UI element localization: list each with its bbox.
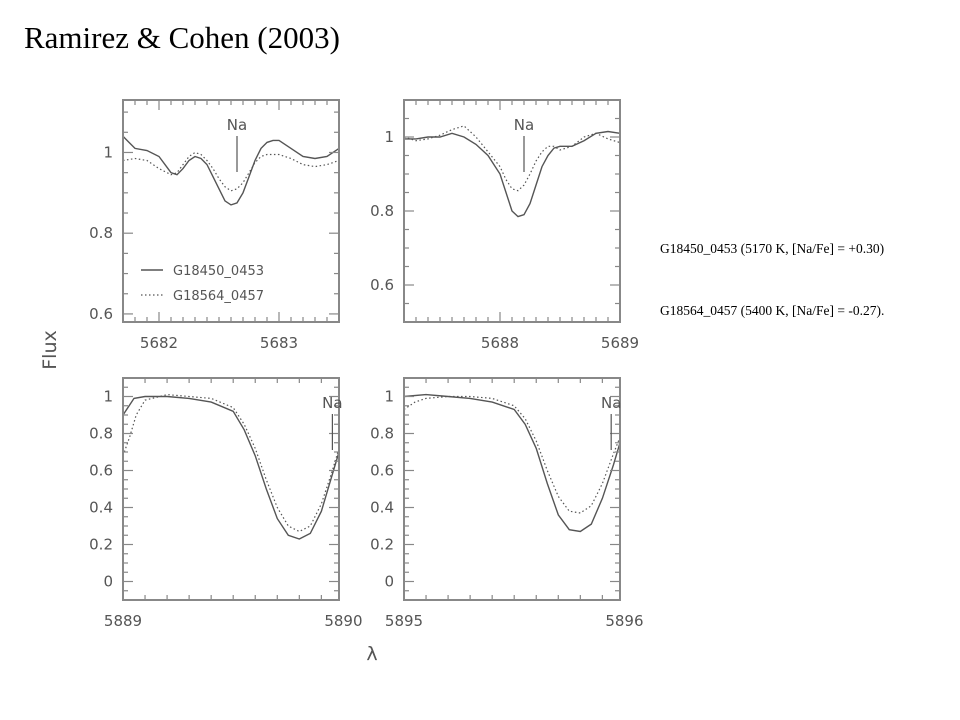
panels-layer: 5682 56830.60.81NaG18450_0453G18564_04575…	[89, 99, 644, 630]
x-tick-label: 5688	[481, 334, 519, 352]
y-tick-label: 0.4	[89, 499, 113, 517]
series-line-solid	[123, 395, 339, 540]
na-marker-label: Na	[322, 394, 342, 412]
y-tick-label: 0.8	[89, 224, 113, 242]
star-caption-1: G18450_0453 (5170 K, [Na/Fe] = +0.30)	[660, 241, 885, 256]
na-marker-label: Na	[227, 116, 247, 134]
panel-frame	[122, 377, 340, 601]
spectrum-panel-3: 5889 5890 0 0.2 0.4 0.6 0.8 1 Na	[89, 377, 363, 630]
slide-title: Ramirez & Cohen (2003)	[24, 20, 340, 55]
x-tick-label: 5682	[140, 334, 178, 352]
y-tick-label: 0.2	[370, 536, 394, 554]
na-marker-label: Na	[601, 394, 621, 412]
y-tick-label: 1	[384, 128, 394, 146]
x-tick-label: 5683	[260, 334, 298, 352]
y-tick-label: 0.6	[370, 276, 394, 294]
spectrum-panel-4: 5895 5896 0 0.2 0.4 0.6 0.8 1 Na	[370, 377, 644, 630]
panel-frame	[403, 377, 621, 601]
spectrum-panel-1: 5682 5683 0.6 0.8 1 Na G18450_0453 G18564_0457	[89, 99, 340, 352]
x-tick-label: 5889	[104, 612, 142, 630]
y-tick-label: 0.4	[370, 499, 394, 517]
x-tick-label: 5896	[605, 612, 643, 630]
y-tick-label: 0.6	[89, 462, 113, 480]
y-tick-label: 1	[384, 388, 394, 406]
spectrum-panel-2: 5688 5689 0.6 0.8 1 Na	[370, 99, 639, 352]
y-tick-label: 0.6	[89, 305, 113, 323]
legend: G18450_0453 G18564_0457	[141, 264, 264, 304]
series-line-solid	[404, 130, 620, 218]
star-caption-2: G18564_0457 (5400 K, [Na/Fe] = -0.27).	[660, 303, 885, 318]
legend-label: G18450_0453	[173, 264, 264, 279]
x-tick-label: 5895	[385, 612, 423, 630]
y-tick-label: 0	[384, 573, 394, 591]
na-marker-label: Na	[514, 116, 534, 134]
y-tick-label: 1	[103, 388, 113, 406]
series-line-solid	[404, 393, 620, 533]
y-tick-label: 0.8	[89, 425, 113, 443]
y-axis-title: Flux	[39, 330, 61, 370]
y-tick-label: 0.8	[370, 202, 394, 220]
x-axis-title: λ	[366, 643, 377, 665]
legend-label: G18564_0457	[173, 289, 264, 304]
series-line-dotted	[404, 125, 620, 192]
y-tick-label: 0.8	[370, 425, 394, 443]
y-tick-label: 0	[103, 573, 113, 591]
y-tick-label: 0.6	[370, 462, 394, 480]
series-line-dotted	[123, 151, 339, 192]
series-line-dotted	[404, 395, 620, 514]
x-tick-label: 5890	[324, 612, 362, 630]
y-tick-label: 1	[103, 143, 113, 161]
y-tick-label: 0.2	[89, 536, 113, 554]
x-tick-label: 5689	[601, 334, 639, 352]
series-line-solid	[123, 135, 339, 206]
series-line-dotted	[123, 393, 339, 533]
